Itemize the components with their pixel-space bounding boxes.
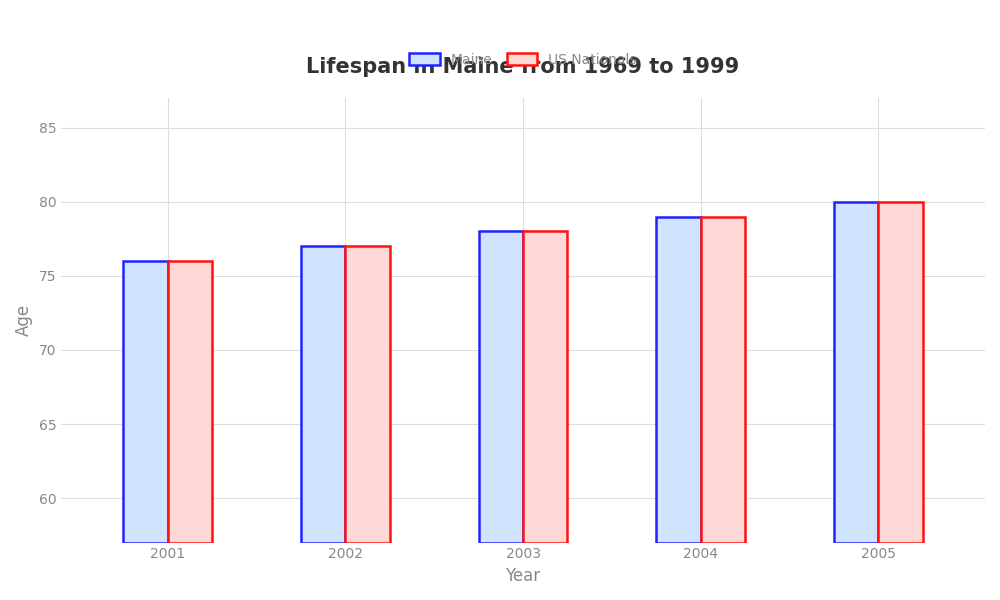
Title: Lifespan in Maine from 1969 to 1999: Lifespan in Maine from 1969 to 1999 — [306, 57, 740, 77]
Legend: Maine, US Nationals: Maine, US Nationals — [404, 47, 642, 73]
Y-axis label: Age: Age — [15, 304, 33, 337]
Bar — [301, 246, 345, 542]
Bar — [345, 246, 390, 542]
Bar — [701, 217, 745, 542]
Bar — [523, 232, 567, 542]
Bar — [123, 261, 168, 542]
Bar — [878, 202, 923, 542]
Bar — [656, 217, 701, 542]
Bar — [479, 232, 523, 542]
Bar — [168, 261, 212, 542]
X-axis label: Year: Year — [505, 567, 541, 585]
Bar — [834, 202, 878, 542]
